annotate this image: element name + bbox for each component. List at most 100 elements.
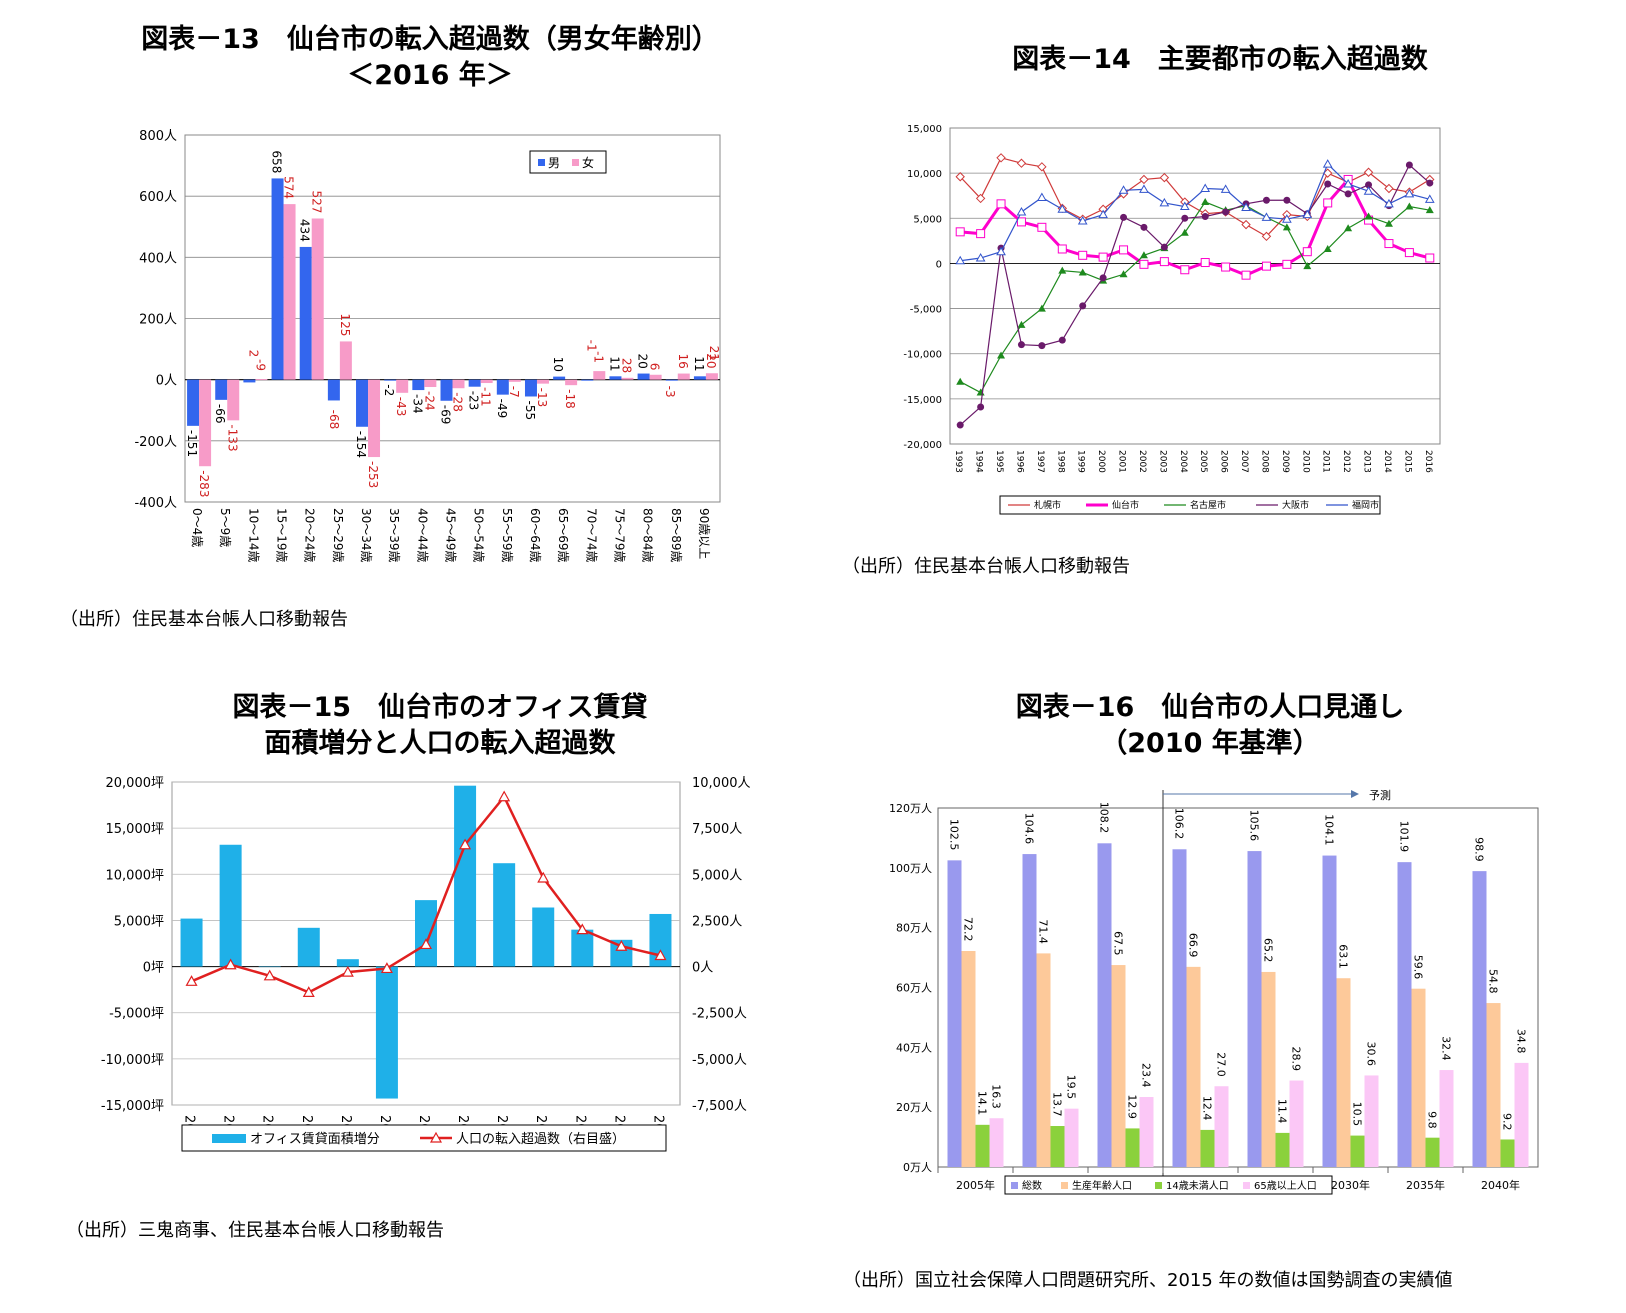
chart15-ytick-left: -15,000坪: [101, 1099, 164, 1114]
chart14-point: [1119, 270, 1128, 278]
chart13-data-label-extra: -3: [663, 386, 677, 398]
chart16-bar: [1111, 965, 1126, 1167]
chart16-data-label: 9.8: [1426, 1111, 1439, 1129]
chart14-point: [1241, 202, 1251, 211]
chart16-bar: [1200, 1129, 1215, 1167]
chart16-data-label: 66.9: [1187, 933, 1200, 958]
chart16-title-line1: 図表－16 仙台市の人口見通し: [1015, 692, 1405, 723]
chart13-bar-female: [424, 379, 437, 388]
chart14-point: [1078, 250, 1088, 260]
chart15-bar: [258, 966, 281, 968]
chart13-data-label-female: -24: [422, 391, 436, 411]
chart16-bar: [1064, 1108, 1079, 1167]
chart14-point: [1323, 244, 1332, 252]
chart14-point: [996, 199, 1006, 209]
chart16-bar: [1172, 849, 1187, 1167]
chart14-point: [1344, 190, 1352, 198]
chart13-data-label-extra: 21: [707, 346, 721, 361]
chart15-plot: 20,000坪 15,000坪 10,000坪 5,000坪 0坪 -5,000坪 -10,…: [101, 776, 751, 1152]
chart13-bar-male: [468, 379, 481, 387]
chart14-point: [1140, 223, 1148, 231]
chart16-data-label: 106.2: [1173, 808, 1186, 840]
chart13-data-label-male: 658: [270, 150, 284, 173]
chart13-legend: [529, 150, 607, 174]
chart16-ytick-label: 120万人: [889, 802, 932, 815]
chart13-data-label-female: 20: [704, 353, 718, 368]
chart13-xtick-label: 85～89歳: [669, 508, 683, 563]
chart16-data-label: 71.4: [1037, 919, 1050, 944]
chart13-plot: 800人 600人 400人 200人 0人 -200人 -400人 -151 -283 0～4歳…: [134, 129, 721, 563]
chart14-point: [975, 193, 986, 204]
chart13-data-label-female: -1: [591, 351, 605, 363]
chart14-point: [1077, 215, 1088, 225]
chart13-bar-female: [396, 379, 409, 393]
chart14-plot: 15,000 10,000 5,000 0 -5,000 -10,000 -15,000 -2…: [903, 124, 1441, 515]
chart13-data-label-male: -154: [354, 431, 368, 458]
chart16-data-label: 11.4: [1276, 1099, 1289, 1124]
chart13-bar-male: [496, 379, 509, 395]
chart14-point: [1037, 162, 1047, 172]
chart16-bar: [989, 1118, 1004, 1167]
chart13-xtick-label: 75～79歳: [612, 508, 626, 563]
chart13-xtick-label: 70～74歳: [584, 508, 598, 563]
chart16-bar: [961, 951, 976, 1167]
chart14-xtick-label: 2014: [1382, 450, 1392, 473]
chart15-point: [185, 975, 198, 986]
chart14-xtick-label: 2011: [1321, 450, 1331, 473]
chart16-legend-swatch: [1061, 1182, 1068, 1189]
chart16-xtick-label: 2035年: [1406, 1178, 1445, 1192]
chart14-point: [1200, 258, 1210, 268]
chart16-data-label: 16.3: [990, 1084, 1003, 1109]
chart14-point: [1180, 265, 1190, 275]
chart13-bar-male: [299, 246, 312, 380]
chart13-bar-male: [637, 373, 650, 380]
chart16-legend: [1004, 1175, 1333, 1195]
chart14-xtick-label: 2016: [1423, 450, 1433, 473]
chart13-data-label-extra: -68: [327, 410, 341, 430]
chart13-data-label-extra: -1: [584, 340, 598, 352]
chart15-point: [341, 965, 354, 977]
chart14-point: [1058, 266, 1067, 274]
chart13-bar-male: [356, 379, 369, 427]
chart14-xtick-label: 2005: [1198, 450, 1208, 473]
chart14-legend-label: 福岡市: [1352, 499, 1379, 511]
chart13-bar-female: [199, 379, 212, 467]
chart14-source: （出所）住民基本台帳人口移動報告: [842, 556, 1130, 577]
chart13-ytick-label: 400人: [139, 251, 177, 266]
chart13-xtick-label: 10～14歳: [246, 508, 260, 563]
chart14-xtick-label: 2000: [1096, 450, 1106, 473]
chart15-legend-marker: [429, 1131, 443, 1143]
chart16-bar: [1050, 1126, 1065, 1167]
chart15-ytick-right: 7,500人: [692, 822, 742, 837]
chart16-data-label: 54.8: [1487, 969, 1500, 994]
chart14-point: [956, 421, 964, 429]
chart13-bar-female: [536, 379, 549, 384]
chart16-data-label: 28.9: [1290, 1047, 1303, 1072]
chart14-point: [1139, 174, 1149, 185]
chart16-bar: [1322, 855, 1337, 1167]
chart13-xtick-label: 90歳以上: [697, 508, 711, 559]
chart14-point: [1098, 252, 1108, 262]
chart13-data-label-female: -253: [366, 461, 380, 488]
chart14-xtick-label: 1995: [994, 450, 1004, 473]
chart13-bar-female: [621, 377, 634, 380]
chart14-point: [1180, 228, 1189, 236]
chart13-bar-male: [553, 376, 566, 380]
chart14-point: [1159, 257, 1169, 267]
chart13-bar-female: [677, 373, 690, 380]
chart13-bar-female: [255, 379, 268, 381]
chart13-data-label-male: 10: [551, 357, 565, 372]
chart14-point: [1201, 212, 1209, 220]
chart16-data-label: 13.7: [1051, 1092, 1064, 1117]
chart13-ytick-label: 200人: [139, 313, 177, 328]
chart14-legend-label: 名古屋市: [1190, 499, 1226, 511]
chart14-point: [1057, 204, 1068, 213]
chart16-data-label: 67.5: [1112, 931, 1125, 956]
chart15-bar: [336, 959, 359, 967]
chart14-point: [1282, 214, 1292, 223]
chart14-xtick-label: 2015: [1402, 450, 1412, 473]
chart14-legend-label: 大阪市: [1282, 499, 1309, 511]
chart14-point: [1322, 159, 1333, 168]
chart14-ytick-label: 5,000: [913, 214, 942, 225]
chart15-source: （出所）三鬼商事、住民基本台帳人口移動報告: [66, 1220, 444, 1241]
